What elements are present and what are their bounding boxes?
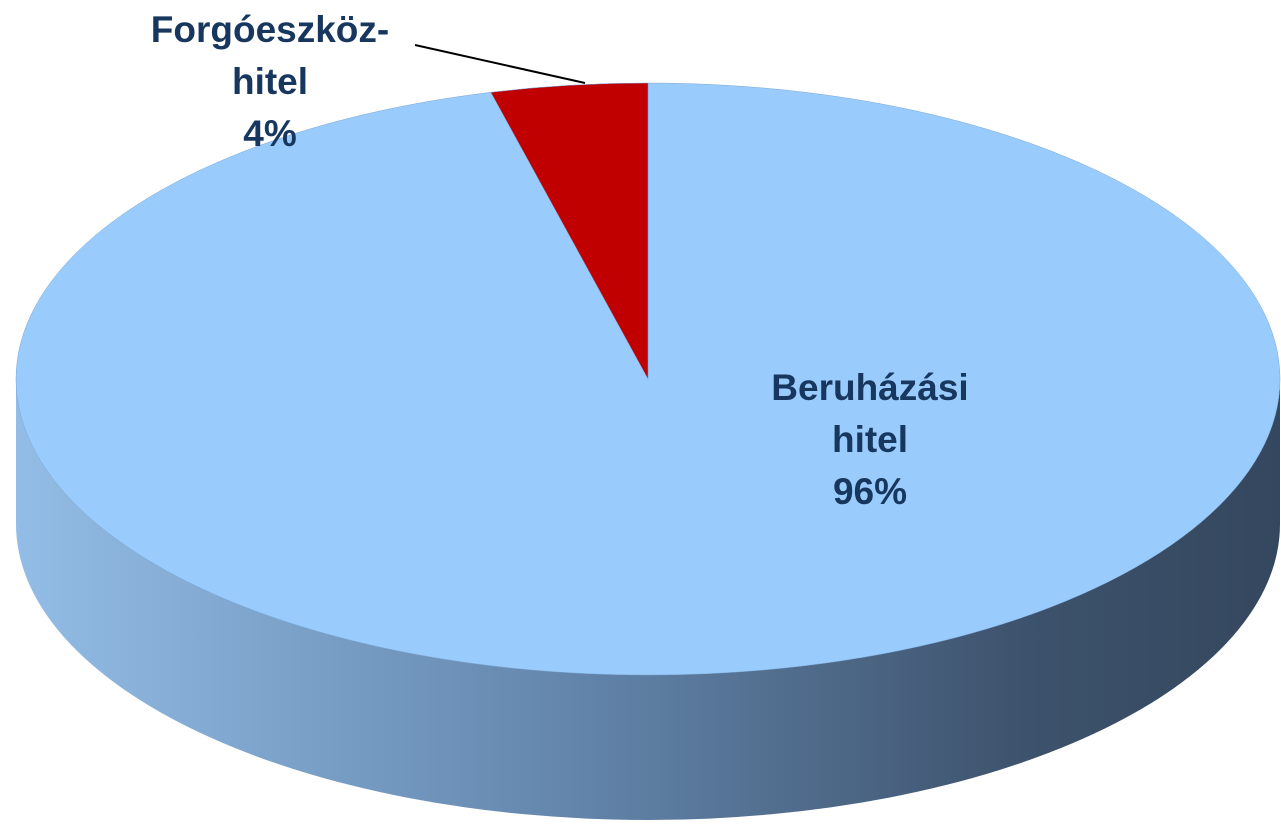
slice-value-label: 4% (243, 113, 296, 154)
slice-label: Forgóeszköz- (151, 9, 389, 50)
slice-label: Beruházási (771, 367, 968, 408)
leader-line (414, 44, 586, 84)
slice-value-label: 96% (833, 471, 907, 512)
pie-side (16, 379, 1280, 820)
pie-slice (490, 82, 649, 380)
slice-label: hitel (832, 419, 908, 460)
slice-label: hitel (232, 61, 308, 102)
